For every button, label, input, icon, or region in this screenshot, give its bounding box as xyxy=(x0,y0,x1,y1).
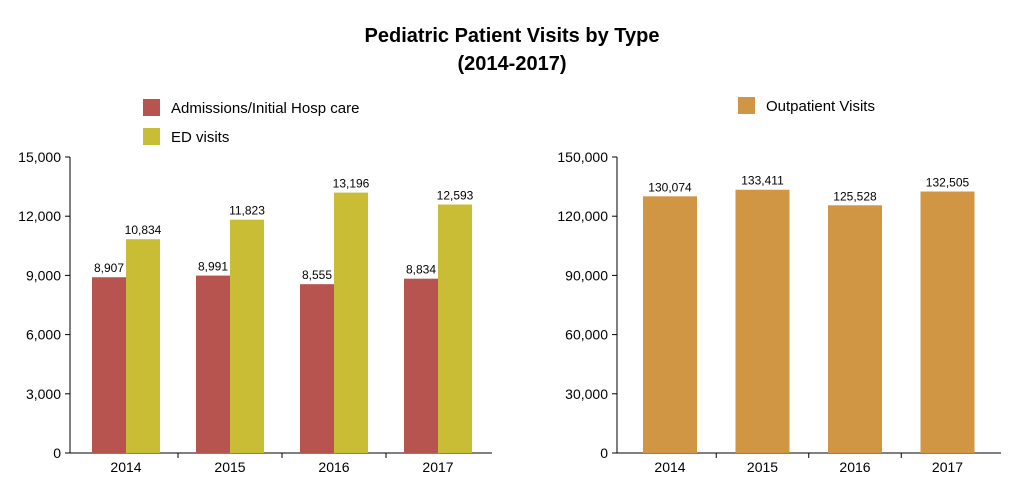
x-tick-label: 2015 xyxy=(747,459,778,475)
bar xyxy=(735,189,790,453)
x-tick-label: 2016 xyxy=(839,459,870,475)
x-tick-label: 2014 xyxy=(654,459,685,475)
legend-swatch xyxy=(143,99,160,116)
data-label: 10,834 xyxy=(125,223,162,237)
legend-label: Outpatient Visits xyxy=(766,98,875,115)
bar xyxy=(920,191,975,453)
data-label: 8,555 xyxy=(302,268,332,282)
x-tick-label: 2017 xyxy=(932,459,963,475)
data-label: 133,411 xyxy=(741,174,784,188)
y-tick-label: 30,000 xyxy=(565,386,608,402)
data-label: 13,196 xyxy=(333,177,370,191)
y-tick-label: 6,000 xyxy=(26,327,61,343)
bar xyxy=(196,275,230,453)
data-label: 132,505 xyxy=(926,176,970,190)
legend-label: ED visits xyxy=(171,129,229,146)
bar xyxy=(828,205,882,453)
chart-title-main: Pediatric Patient Visits by Type xyxy=(364,25,660,47)
y-tick-label: 15,000 xyxy=(18,149,61,165)
x-tick-label: 2015 xyxy=(214,459,245,475)
bar xyxy=(404,278,438,453)
y-tick-label: 150,000 xyxy=(557,149,608,165)
y-tick-label: 120,000 xyxy=(557,208,608,224)
bar xyxy=(334,192,368,453)
y-tick-label: 0 xyxy=(600,445,608,461)
data-label: 12,593 xyxy=(437,188,474,202)
data-label: 125,528 xyxy=(833,189,877,203)
y-tick-label: 90,000 xyxy=(565,267,608,283)
legend-swatch xyxy=(143,128,160,145)
legend-label: Admissions/Initial Hosp care xyxy=(171,100,359,117)
chart-title: Pediatric Patient Visits by Type (2014-2… xyxy=(0,22,1024,78)
y-tick-label: 9,000 xyxy=(26,267,61,283)
data-label: 11,823 xyxy=(229,204,265,218)
y-tick-label: 12,000 xyxy=(18,208,61,224)
bar xyxy=(92,277,126,453)
data-label: 8,991 xyxy=(198,260,228,274)
bar xyxy=(230,219,264,453)
chart-subtitle: (2014-2017) xyxy=(457,53,567,75)
data-label: 8,834 xyxy=(406,263,436,277)
y-tick-label: 60,000 xyxy=(565,327,608,343)
bar xyxy=(438,204,472,453)
bar xyxy=(126,239,160,453)
data-label: 130,074 xyxy=(648,180,692,194)
x-tick-label: 2014 xyxy=(110,459,141,475)
x-tick-label: 2017 xyxy=(422,459,453,475)
data-label: 8,907 xyxy=(94,261,124,275)
y-tick-label: 0 xyxy=(53,445,61,461)
y-tick-label: 3,000 xyxy=(26,386,61,402)
legend-swatch xyxy=(738,97,755,114)
x-tick-label: 2016 xyxy=(318,459,349,475)
bar xyxy=(300,284,334,453)
bar xyxy=(643,196,697,454)
